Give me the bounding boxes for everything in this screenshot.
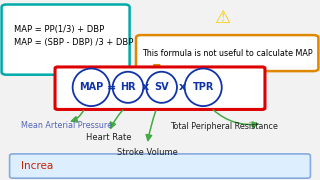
Ellipse shape	[185, 69, 222, 106]
Text: Stroke Volume: Stroke Volume	[117, 148, 178, 157]
Text: TPR: TPR	[193, 82, 214, 92]
Text: Increa: Increa	[21, 161, 53, 171]
FancyBboxPatch shape	[10, 154, 310, 178]
Text: ⚠: ⚠	[214, 9, 230, 27]
Text: x: x	[179, 82, 186, 92]
Text: MAP: MAP	[79, 82, 103, 92]
Text: =: =	[107, 82, 116, 92]
Text: HR: HR	[120, 82, 136, 92]
Text: Heart Rate: Heart Rate	[86, 133, 132, 142]
FancyBboxPatch shape	[55, 67, 265, 109]
Text: Mean Arterial Pressure: Mean Arterial Pressure	[21, 121, 112, 130]
FancyBboxPatch shape	[2, 4, 130, 75]
Text: MAP = PP(1/3) + DBP
MAP = (SBP - DBP) /3 + DBP: MAP = PP(1/3) + DBP MAP = (SBP - DBP) /3…	[14, 25, 134, 48]
Ellipse shape	[73, 69, 110, 106]
Text: This formula is not useful to calculate MAP: This formula is not useful to calculate …	[142, 49, 313, 58]
Ellipse shape	[113, 72, 143, 103]
Text: x: x	[141, 82, 148, 92]
Text: SV: SV	[154, 82, 169, 92]
Ellipse shape	[146, 72, 177, 103]
FancyBboxPatch shape	[136, 35, 318, 71]
Text: Total Peripheral Resistance: Total Peripheral Resistance	[171, 122, 278, 131]
